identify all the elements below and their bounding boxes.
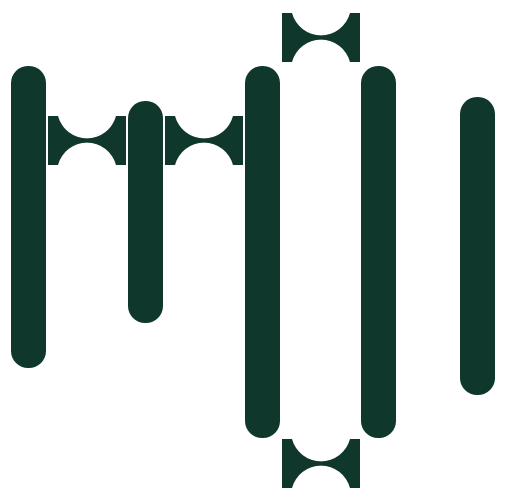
pillar-4 bbox=[361, 66, 396, 438]
connector-2 bbox=[165, 116, 243, 165]
connector-1 bbox=[48, 116, 126, 165]
pillar-5 bbox=[460, 97, 495, 395]
pillar-2 bbox=[128, 101, 163, 323]
connector-bottom bbox=[282, 439, 360, 488]
pillar-1 bbox=[11, 66, 46, 368]
connector-top bbox=[282, 13, 360, 62]
pillar-3 bbox=[245, 66, 280, 438]
